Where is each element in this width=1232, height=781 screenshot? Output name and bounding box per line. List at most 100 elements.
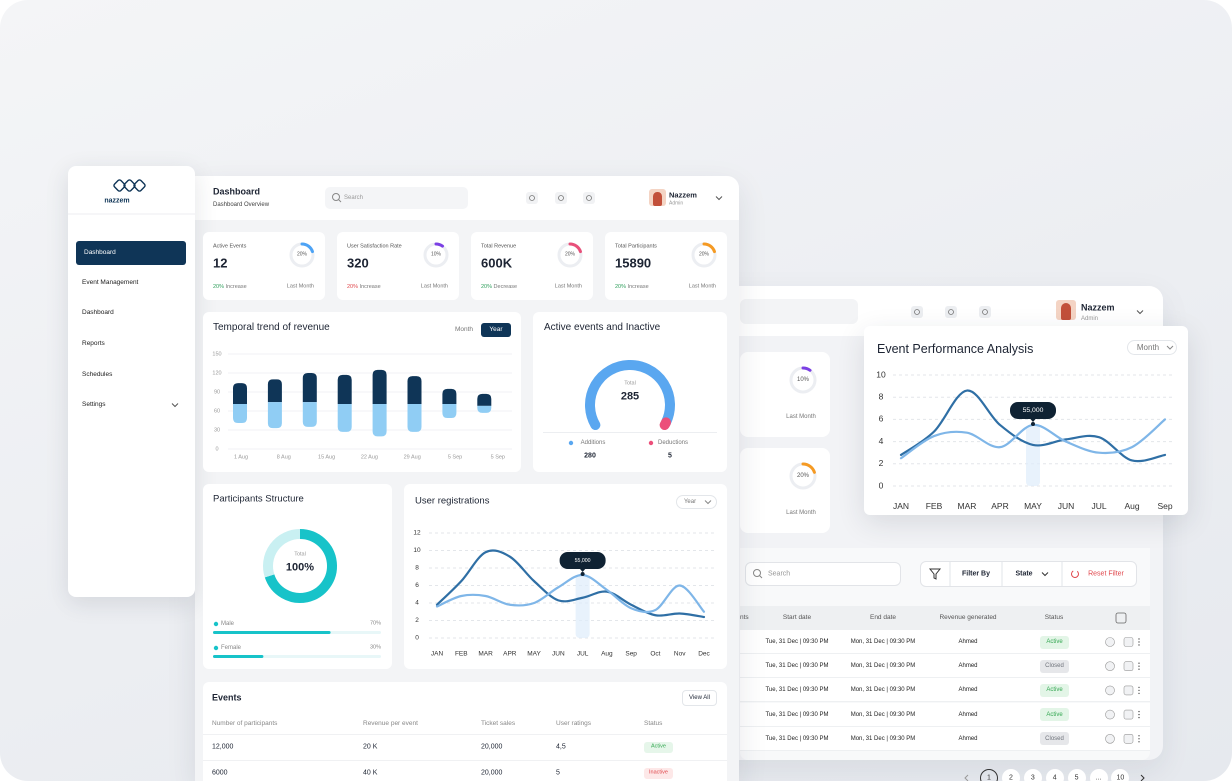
year-dropdown[interactable]: [676, 495, 717, 509]
change-label: Increase: [225, 284, 247, 290]
ring-label: 20%: [698, 251, 710, 258]
cell: Ahmed: [958, 711, 978, 718]
divider: [543, 432, 717, 433]
column-header: Ticket sales: [481, 719, 516, 727]
stat-change: 20% Increase: [347, 283, 407, 291]
cell: 20 K: [363, 743, 378, 751]
change-label: Increase: [359, 284, 381, 290]
view-all-button[interactable]: [682, 690, 717, 706]
user-role: Admin: [1081, 316, 1099, 322]
user-role: Admin: [669, 200, 684, 207]
back-search[interactable]: [740, 299, 858, 324]
cell: Tue, 31 Dec | 09:30 PM: [765, 687, 829, 694]
toggle-option[interactable]: Year: [489, 325, 503, 333]
menu-item[interactable]: Schedules: [82, 370, 113, 378]
page-number[interactable]: ...: [1095, 774, 1102, 781]
state-dropdown[interactable]: State: [1015, 570, 1033, 578]
month-dropdown[interactable]: [1127, 340, 1177, 355]
toggle-active[interactable]: [481, 323, 511, 337]
page-title: Dashboard: [213, 186, 261, 197]
menu-item[interactable]: Dashboard: [82, 308, 114, 316]
legend-label: Male: [221, 621, 235, 627]
user-name: Nazzem: [1081, 302, 1115, 313]
record-row: [740, 726, 1150, 751]
status-label: Closed: [1045, 735, 1064, 742]
cell: Ahmed: [958, 663, 978, 670]
column-header: nts: [740, 613, 749, 621]
cell: Mon, 31 Dec | 09:30 PM: [850, 735, 916, 742]
status-label: Closed: [1045, 663, 1064, 670]
legend-value: 5: [668, 452, 672, 460]
menu-item[interactable]: Event Management: [82, 278, 139, 286]
cell: 12,000: [212, 743, 234, 751]
cell: 20,000: [481, 743, 503, 751]
menu-item[interactable]: Reports: [82, 339, 105, 347]
dropdown-label[interactable]: Year: [683, 499, 697, 505]
legend-label: Female: [221, 645, 242, 651]
status-label: Active: [1046, 639, 1063, 645]
search-placeholder: Search: [768, 570, 791, 578]
page-number[interactable]: 4: [1052, 774, 1057, 781]
page-button[interactable]: [1111, 769, 1130, 781]
view-all-label[interactable]: View All: [689, 695, 710, 701]
user-name: Nazzem: [669, 190, 697, 200]
period-label: Last Month: [786, 414, 816, 420]
legend-label: Deductions: [657, 440, 689, 446]
row-separator: [203, 760, 727, 761]
menu-item[interactable]: Settings: [82, 400, 106, 408]
legend-label: Additions: [580, 440, 606, 446]
cell: Tue, 31 Dec | 09:30 PM: [765, 639, 829, 645]
page-number[interactable]: 1: [987, 774, 991, 781]
cell: 5: [556, 769, 560, 777]
cell: Ahmed: [958, 687, 978, 694]
column-header: End date: [869, 613, 897, 621]
status-badge: [644, 741, 673, 753]
menu-item-active[interactable]: [76, 241, 186, 265]
column-header: Status: [644, 719, 663, 727]
toggle-option[interactable]: Month: [454, 325, 474, 333]
dropdown-label[interactable]: Month: [1136, 342, 1160, 352]
page-button[interactable]: [1001, 769, 1020, 781]
page-number[interactable]: 2: [1008, 774, 1013, 781]
status-badge: [1040, 635, 1069, 649]
page-number[interactable]: 3: [1030, 774, 1035, 781]
page-button[interactable]: [1089, 769, 1108, 781]
column-header: Revenue generated: [939, 613, 997, 621]
page-button[interactable]: [1067, 769, 1086, 781]
stat-label: Active Events: [213, 243, 247, 250]
stat-change: 20% Decrease: [481, 283, 541, 291]
stat-change: 20% Increase: [615, 283, 675, 291]
legend-value: 280: [584, 452, 596, 460]
period-label: Last Month: [554, 283, 582, 290]
record-row: [740, 630, 1150, 654]
stat-card: [740, 352, 830, 437]
logo-text: nazzem: [104, 197, 130, 205]
page-prev[interactable]: [964, 774, 969, 781]
search-box[interactable]: [325, 187, 468, 209]
menu-item[interactable]: Dashboard: [84, 248, 116, 256]
cell: 4,5: [556, 743, 566, 751]
reset-filter-button[interactable]: Reset Filter: [1088, 570, 1124, 578]
page-current[interactable]: [980, 769, 998, 781]
page-button[interactable]: [1045, 769, 1064, 781]
events-card: [203, 682, 727, 781]
stat-label: Total Participants: [615, 243, 657, 250]
gauge-total: 285: [620, 390, 640, 403]
registrations-card: [404, 484, 727, 669]
stat-label: Total Revenue: [481, 243, 517, 250]
ring-label: 10%: [430, 251, 442, 258]
stat-value: 15890: [615, 255, 652, 271]
records-search[interactable]: [745, 562, 901, 586]
column-header: Revenue per event: [363, 719, 418, 727]
page-button[interactable]: [1023, 769, 1042, 781]
page-number[interactable]: 10: [1116, 774, 1125, 781]
change-percent: 20%: [481, 284, 493, 290]
filter-button[interactable]: Filter By: [961, 570, 991, 578]
period-label: Last Month: [688, 283, 716, 290]
page-number[interactable]: 5: [1074, 774, 1079, 781]
status-badge: [1040, 732, 1069, 746]
page-next[interactable]: [1140, 774, 1145, 781]
filter-group: [920, 561, 1137, 587]
avatar-figure: [1061, 303, 1071, 320]
stat-value: 320: [347, 255, 369, 271]
